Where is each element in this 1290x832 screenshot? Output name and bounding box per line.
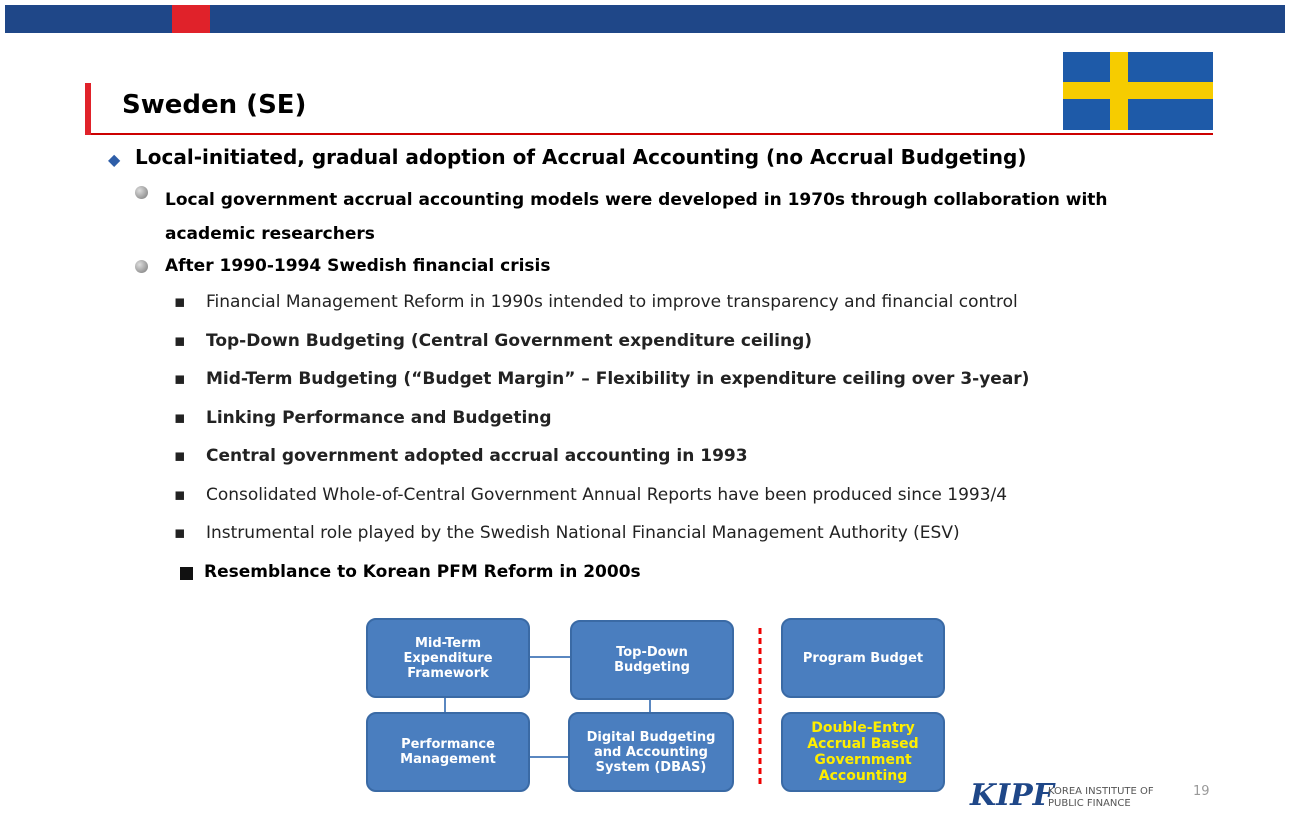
diagram-node: Mid-Term Expenditure Framework bbox=[366, 618, 530, 698]
diagram-node: Double-Entry Accrual Based Government Ac… bbox=[781, 712, 945, 792]
item: Instrumental role played by the Swedish … bbox=[174, 523, 960, 543]
title-rule bbox=[91, 133, 1213, 135]
item: Consolidated Whole-of-Central Government… bbox=[174, 484, 1008, 505]
title-bar bbox=[85, 83, 91, 135]
page-number: 19 bbox=[1193, 784, 1210, 799]
diagram-node: Top-Down Budgeting bbox=[570, 620, 734, 700]
diagram-node: Program Budget bbox=[781, 618, 945, 698]
item-text: Financial Management Reform in 1990s int… bbox=[206, 292, 1018, 312]
item-text: Instrumental role played by the Swedish … bbox=[206, 523, 960, 543]
point: Local government accrual accounting mode… bbox=[165, 190, 1108, 244]
item: Central government adopted accrual accou… bbox=[174, 446, 748, 466]
heading: Local-initiated, gradual adoption of Acc… bbox=[135, 145, 1027, 169]
diagram-node: Digital Budgeting and Accounting System … bbox=[568, 712, 734, 792]
item-text: Consolidated Whole-of-Central Government… bbox=[206, 484, 1008, 505]
title: Sweden (SE) bbox=[122, 90, 307, 120]
item-text: Top-Down Budgeting (Central Government e… bbox=[206, 330, 813, 351]
top-accent bbox=[172, 5, 210, 33]
item: Top-Down Budgeting (Central Government e… bbox=[174, 330, 813, 351]
item: Mid-Term Budgeting (“Budget Margin” – Fl… bbox=[174, 369, 1030, 389]
logo-name: KOREA INSTITUTE OF PUBLIC FINANCE bbox=[1048, 786, 1154, 809]
diamond-bullet: ◆ bbox=[108, 150, 121, 169]
item-text: Linking Performance and Budgeting bbox=[206, 407, 552, 428]
square-bullet bbox=[180, 567, 193, 580]
top-bar bbox=[5, 5, 1285, 33]
diagram-node: Performance Management bbox=[366, 712, 530, 792]
logo-mark: KIPF bbox=[970, 778, 1054, 813]
item-text: Central government adopted accrual accou… bbox=[206, 446, 748, 466]
item: Linking Performance and Budgeting bbox=[174, 407, 552, 428]
item: Financial Management Reform in 1990s int… bbox=[174, 292, 1018, 312]
flag bbox=[1063, 52, 1213, 130]
point-bullet bbox=[135, 260, 148, 273]
item-text: Mid-Term Budgeting (“Budget Margin” – Fl… bbox=[206, 369, 1030, 389]
point: After 1990-1994 Swedish financial crisis bbox=[165, 256, 551, 276]
resemblance: Resemblance to Korean PFM Reform in 2000… bbox=[204, 562, 641, 582]
point-bullet bbox=[135, 186, 148, 199]
